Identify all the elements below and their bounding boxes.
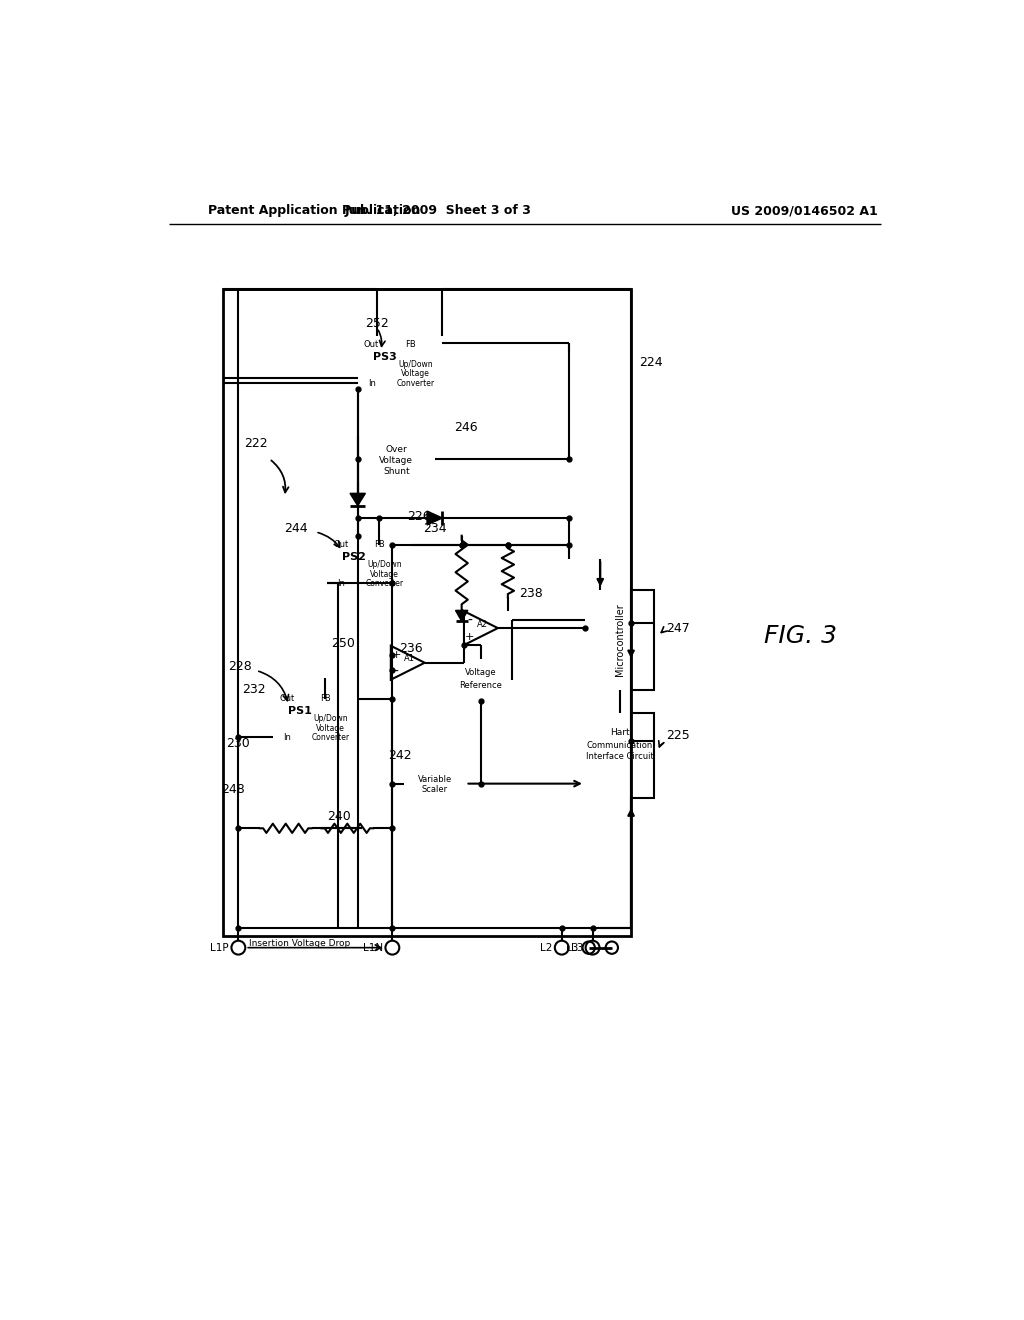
Bar xyxy=(403,767,466,801)
Text: Microcontroller: Microcontroller xyxy=(614,603,625,676)
Text: +: + xyxy=(465,632,474,643)
Text: Voltage: Voltage xyxy=(465,668,497,677)
Bar xyxy=(357,335,442,389)
Text: 247: 247 xyxy=(666,622,689,635)
Text: 228: 228 xyxy=(228,660,252,673)
Text: 236: 236 xyxy=(399,643,423,656)
Bar xyxy=(357,436,435,482)
Bar xyxy=(585,713,654,797)
Text: Communication: Communication xyxy=(587,741,652,750)
Text: FB: FB xyxy=(374,540,385,549)
Text: L3: L3 xyxy=(565,942,578,953)
Text: -: - xyxy=(394,665,398,678)
Text: In: In xyxy=(337,579,345,587)
Text: Voltage: Voltage xyxy=(379,455,414,465)
Text: L3: L3 xyxy=(571,942,584,953)
Text: Reference: Reference xyxy=(460,681,503,690)
Text: Voltage: Voltage xyxy=(371,570,399,578)
Text: 242: 242 xyxy=(388,748,412,762)
Text: In: In xyxy=(283,733,291,742)
Text: Out: Out xyxy=(364,341,379,350)
Bar xyxy=(223,289,631,936)
Text: Scaler: Scaler xyxy=(422,785,447,795)
Text: 232: 232 xyxy=(242,684,265,696)
Polygon shape xyxy=(391,645,425,680)
Text: 238: 238 xyxy=(519,587,543,601)
Text: PS3: PS3 xyxy=(373,352,396,362)
Bar xyxy=(327,536,412,590)
Text: L1P: L1P xyxy=(211,942,229,953)
Text: Shunt: Shunt xyxy=(383,466,410,475)
Bar xyxy=(585,590,654,689)
Bar xyxy=(451,659,512,701)
Text: Voltage: Voltage xyxy=(316,723,345,733)
Text: FIG. 3: FIG. 3 xyxy=(764,624,837,648)
Text: Out: Out xyxy=(333,540,348,549)
Text: Over: Over xyxy=(385,445,408,454)
Text: Converter: Converter xyxy=(311,733,350,742)
Polygon shape xyxy=(427,511,442,525)
Text: 224: 224 xyxy=(639,356,663,370)
Text: PS2: PS2 xyxy=(342,552,366,562)
Text: PS1: PS1 xyxy=(288,706,312,717)
Text: Converter: Converter xyxy=(396,379,434,388)
Text: Voltage: Voltage xyxy=(401,370,430,379)
Text: 234: 234 xyxy=(423,521,446,535)
Text: Out: Out xyxy=(280,694,295,704)
Text: Jun. 11, 2009  Sheet 3 of 3: Jun. 11, 2009 Sheet 3 of 3 xyxy=(345,205,532,218)
Text: A1: A1 xyxy=(403,655,415,664)
Text: L2: L2 xyxy=(540,942,553,953)
Text: +: + xyxy=(391,649,401,660)
Text: Up/Down: Up/Down xyxy=(313,714,348,723)
Text: L1N: L1N xyxy=(362,942,383,953)
Text: Up/Down: Up/Down xyxy=(368,561,402,569)
Polygon shape xyxy=(464,611,498,645)
Text: 230: 230 xyxy=(226,737,250,750)
Text: 226: 226 xyxy=(408,510,431,523)
Text: FB: FB xyxy=(404,341,416,350)
Text: Variable: Variable xyxy=(418,775,452,784)
Polygon shape xyxy=(350,494,366,506)
Text: 252: 252 xyxy=(366,317,389,330)
Polygon shape xyxy=(456,610,468,622)
Text: US 2009/0146502 A1: US 2009/0146502 A1 xyxy=(731,205,878,218)
Text: In: In xyxy=(368,379,376,388)
Text: FB: FB xyxy=(319,694,331,704)
Bar xyxy=(569,351,631,558)
Text: 248: 248 xyxy=(221,783,245,796)
Text: Patent Application Publication: Patent Application Publication xyxy=(208,205,420,218)
Text: Insertion Voltage Drop: Insertion Voltage Drop xyxy=(249,940,350,948)
Text: 244: 244 xyxy=(284,521,307,535)
Text: Up/Down: Up/Down xyxy=(398,360,433,370)
Text: A2: A2 xyxy=(477,620,488,628)
Text: Converter: Converter xyxy=(366,579,403,587)
Text: 240: 240 xyxy=(327,810,350,824)
Text: Hart: Hart xyxy=(609,727,630,737)
Text: 250: 250 xyxy=(332,638,355,649)
Text: Interface Circuit: Interface Circuit xyxy=(586,752,653,762)
Text: 225: 225 xyxy=(666,730,689,742)
Text: 246: 246 xyxy=(454,421,477,434)
Bar xyxy=(273,690,357,743)
Text: -: - xyxy=(467,614,472,627)
Text: 222: 222 xyxy=(245,437,268,450)
